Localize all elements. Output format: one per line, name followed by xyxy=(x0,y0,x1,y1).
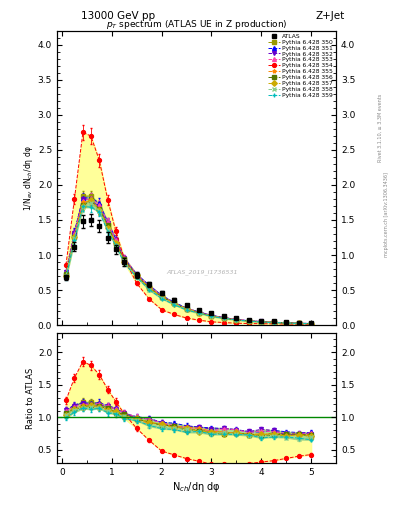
X-axis label: N$_{ch}$/dη dφ: N$_{ch}$/dη dφ xyxy=(172,480,221,494)
Title: $p_T$ spectrum (ATLAS UE in Z production): $p_T$ spectrum (ATLAS UE in Z production… xyxy=(106,17,287,31)
Y-axis label: 1/N$_{ev}$ dN$_{ch}$/dη dφ: 1/N$_{ev}$ dN$_{ch}$/dη dφ xyxy=(22,145,35,210)
Text: 13000 GeV pp: 13000 GeV pp xyxy=(81,11,155,22)
Text: ATLAS_2019_I1736531: ATLAS_2019_I1736531 xyxy=(166,269,238,275)
Text: mcplots.cern.ch [arXiv:1306.3436]: mcplots.cern.ch [arXiv:1306.3436] xyxy=(384,173,389,258)
Text: Z+Jet: Z+Jet xyxy=(316,11,345,22)
Y-axis label: Ratio to ATLAS: Ratio to ATLAS xyxy=(26,368,35,429)
Text: Rivet 3.1.10, ≥ 3.3M events: Rivet 3.1.10, ≥ 3.3M events xyxy=(378,94,383,162)
Legend: ATLAS, Pythia 6.428 350, Pythia 6.428 351, Pythia 6.428 352, Pythia 6.428 353, P: ATLAS, Pythia 6.428 350, Pythia 6.428 35… xyxy=(267,32,334,99)
